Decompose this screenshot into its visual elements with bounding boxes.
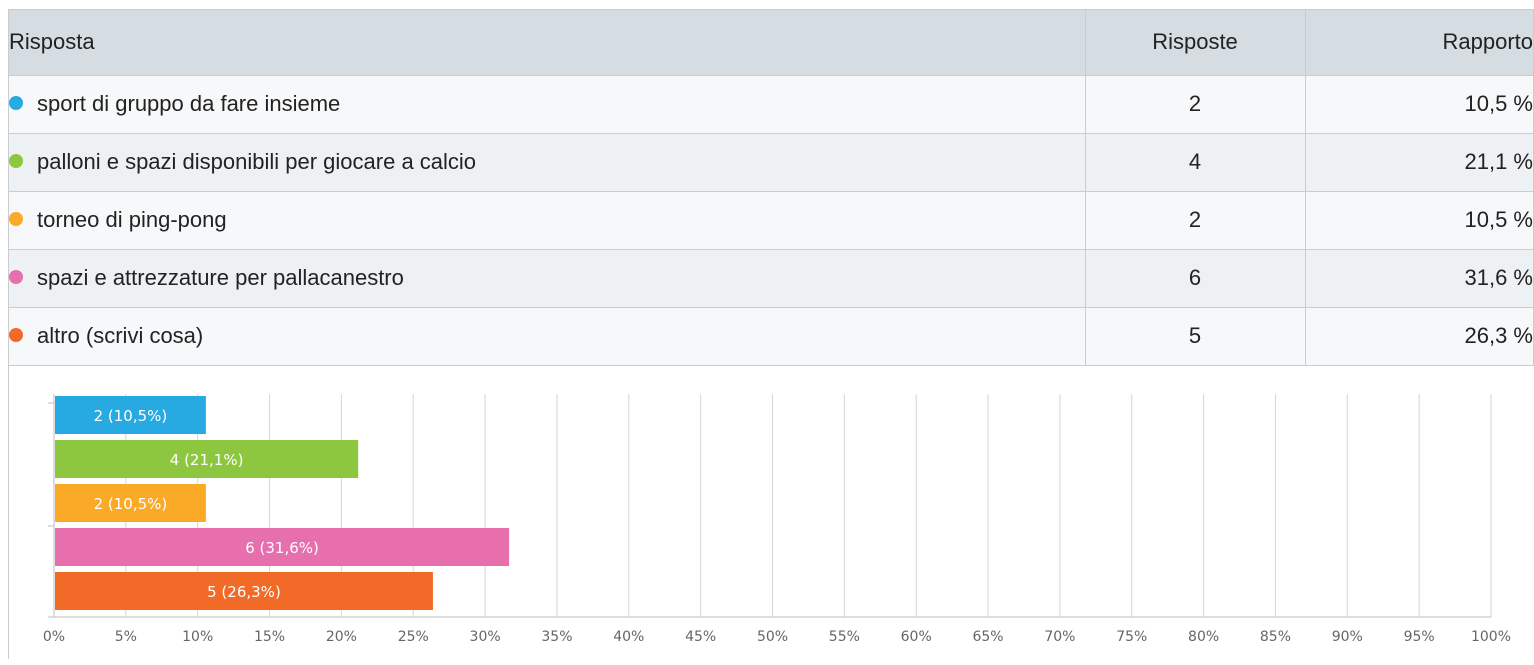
- bar[interactable]: [55, 484, 206, 522]
- answer-label: torneo di ping-pong: [37, 207, 227, 232]
- header-responses[interactable]: Risposte: [1085, 10, 1306, 76]
- answer-label: spazi e attrezzature per pallacanestro: [37, 265, 404, 290]
- series-color-dot-icon: [9, 328, 23, 343]
- answer-cell: altro (scrivi cosa): [9, 307, 1086, 366]
- x-tick-label: 10%: [182, 629, 213, 645]
- table-header-row: Risposta Risposte Rapporto: [9, 10, 1534, 76]
- answer-label: palloni e spazi disponibili per giocare …: [37, 149, 477, 174]
- x-tick-label: 90%: [1332, 629, 1363, 645]
- x-tick-label: 15%: [254, 629, 285, 645]
- bar-data-label: 2 (10,5%): [94, 495, 168, 513]
- table-row: sport di gruppo da fare insieme 2 10,5 %: [9, 75, 1534, 134]
- x-tick-label: 20%: [326, 629, 357, 645]
- x-tick-label: 25%: [398, 629, 429, 645]
- x-tick-label: 30%: [470, 629, 501, 645]
- header-ratio[interactable]: Rapporto: [1305, 10, 1534, 76]
- table-row: torneo di ping-pong 2 10,5 %: [9, 191, 1534, 250]
- bar[interactable]: [55, 440, 359, 478]
- x-tick-label: 80%: [1188, 629, 1219, 645]
- x-tick-label: 100%: [1471, 629, 1511, 645]
- responses-cell: 4: [1085, 133, 1306, 192]
- x-tick-label: 35%: [541, 629, 572, 645]
- answer-cell: torneo di ping-pong: [9, 191, 1086, 250]
- ratio-cell: 10,5 %: [1305, 75, 1534, 134]
- results-panel: Risposta Risposte Rapporto sport di grup…: [8, 9, 1534, 659]
- ratio-cell: 21,1 %: [1305, 133, 1534, 192]
- series-color-dot-icon: [9, 154, 23, 169]
- responses-cell: 2: [1085, 191, 1306, 250]
- table-row: spazi e attrezzature per pallacanestro 6 3…: [9, 249, 1534, 308]
- answer-label: altro (scrivi cosa): [37, 323, 204, 348]
- bar-data-label: 4 (21,1%): [170, 451, 244, 469]
- answer-cell: spazi e attrezzature per pallacanestro: [9, 249, 1086, 308]
- x-tick-label: 55%: [829, 629, 860, 645]
- x-tick-label: 85%: [1260, 629, 1291, 645]
- x-tick-label: 75%: [1116, 629, 1147, 645]
- header-answer[interactable]: Risposta: [9, 10, 1086, 76]
- series-color-dot-icon: [9, 212, 23, 227]
- x-tick-label: 65%: [972, 629, 1003, 645]
- bar-chart-svg: 0% 5% 10% 15% 20% 25% 30% 35% 40% 45% 50% 55% 60% 65%…: [43, 394, 1511, 645]
- x-tick-label: 50%: [757, 629, 788, 645]
- table-row: altro (scrivi cosa) 5 26,3 %: [9, 307, 1534, 366]
- responses-cell: 2: [1085, 75, 1306, 134]
- answer-label: sport di gruppo da fare insieme: [37, 91, 341, 116]
- x-tick-label: 60%: [901, 629, 932, 645]
- bar-data-label: 6 (31,6%): [245, 539, 319, 557]
- table-row: palloni e spazi disponibili per giocare …: [9, 133, 1534, 192]
- responses-cell: 6: [1085, 249, 1306, 308]
- bar-data-label: 2 (10,5%): [94, 407, 168, 425]
- x-tick-label: 45%: [685, 629, 716, 645]
- answer-cell: palloni e spazi disponibili per giocare …: [9, 133, 1086, 192]
- series-color-dot-icon: [9, 96, 23, 111]
- bar[interactable]: [55, 396, 206, 434]
- bar-data-label: 5 (26,3%): [207, 583, 281, 601]
- ratio-cell: 26,3 %: [1305, 307, 1534, 366]
- results-table: Risposta Risposte Rapporto sport di grup…: [9, 10, 1534, 366]
- ratio-cell: 10,5 %: [1305, 191, 1534, 250]
- x-tick-label: 95%: [1404, 629, 1435, 645]
- bar-chart: 0% 5% 10% 15% 20% 25% 30% 35% 40% 45% 50% 55% 60% 65%…: [9, 367, 1534, 660]
- x-tick-label: 0%: [43, 629, 65, 645]
- series-color-dot-icon: [9, 270, 23, 285]
- x-tick-label: 70%: [1044, 629, 1075, 645]
- x-tick-label: 5%: [115, 629, 137, 645]
- responses-cell: 5: [1085, 307, 1306, 366]
- bar[interactable]: [55, 572, 433, 610]
- ratio-cell: 31,6 %: [1305, 249, 1534, 308]
- answer-cell: sport di gruppo da fare insieme: [9, 75, 1086, 134]
- bar[interactable]: [55, 528, 510, 566]
- x-tick-label: 40%: [613, 629, 644, 645]
